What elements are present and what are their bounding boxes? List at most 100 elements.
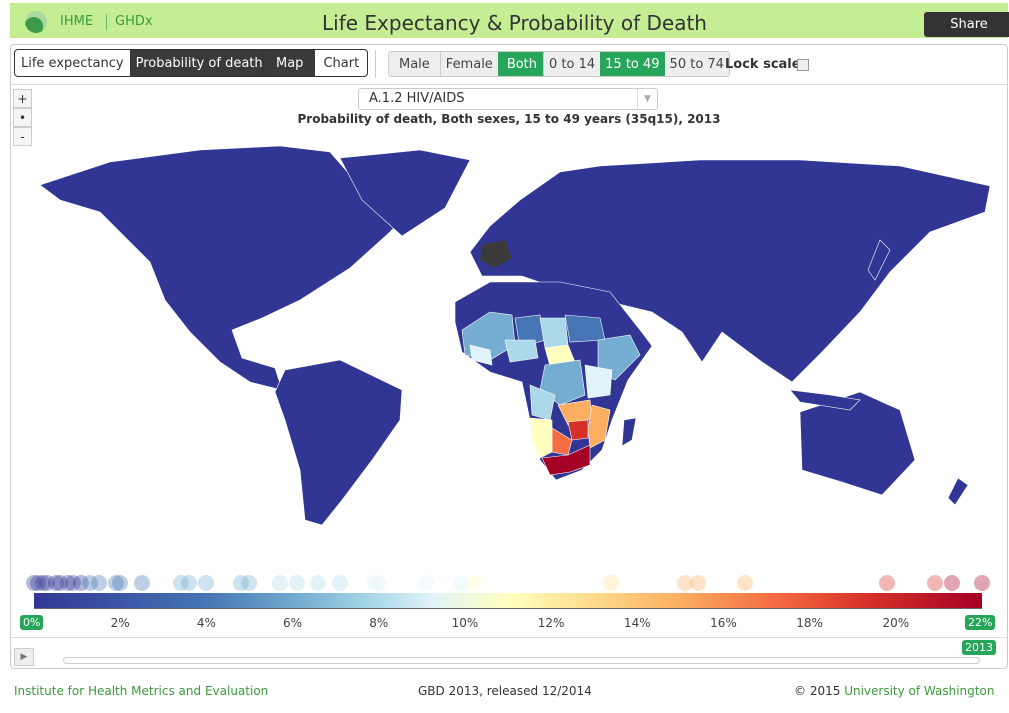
country-dot[interactable] [331, 575, 348, 591]
chevron-down-icon: ▼ [637, 89, 657, 109]
divider [375, 50, 376, 78]
country-dot[interactable] [241, 575, 258, 591]
country-dot[interactable] [926, 575, 943, 591]
lock-scale-checkbox[interactable] [797, 59, 809, 71]
max-handle[interactable]: 22% [965, 615, 996, 630]
lock-scale-label: Lock scale [725, 57, 801, 72]
tab-chart[interactable]: Chart [323, 55, 360, 71]
map-title: Probability of death, Both sexes, 15 to … [297, 112, 721, 126]
country-dot[interactable] [689, 575, 706, 591]
divider [106, 14, 107, 30]
country-dot[interactable] [60, 575, 77, 591]
country-dot[interactable] [676, 575, 693, 591]
country-dot[interactable] [879, 575, 896, 591]
page-title: Life Expectancy & Probability of Death [322, 11, 707, 35]
country-dot[interactable] [737, 575, 753, 591]
color-scale-bar [34, 593, 982, 608]
country-dot[interactable] [38, 575, 55, 591]
share-button[interactable]: Share [924, 12, 1009, 37]
main-panel [10, 44, 1008, 669]
country-dot[interactable] [310, 575, 327, 591]
country-dot[interactable] [107, 575, 124, 591]
divider [11, 84, 1007, 85]
tab-map[interactable]: Map [264, 50, 316, 76]
cause-select-value: A.1.2 HIV/AIDS [369, 91, 465, 106]
zoom-out-button[interactable]: - [13, 127, 32, 146]
country-dot[interactable] [198, 575, 215, 591]
region-australia [799, 391, 916, 496]
tab-life-expectancy[interactable]: Life expectancy [21, 55, 124, 71]
country-dot[interactable] [90, 575, 107, 591]
country-dot[interactable] [51, 575, 68, 591]
release-info: GBD 2013, released 12/2014 [418, 684, 592, 698]
age-50-74-button[interactable]: 50 to 74 [669, 56, 724, 72]
measure-toggle: Life expectancy Probability of death [14, 49, 270, 77]
region-indonesia [789, 389, 861, 411]
sex-toggle: Male Female Both [388, 51, 548, 77]
region-greenland [339, 149, 471, 237]
scale-tick-label: 12% [537, 616, 565, 630]
sex-both-button[interactable]: Both [497, 52, 547, 76]
country-dot[interactable] [73, 575, 90, 591]
country-dot[interactable] [366, 575, 383, 591]
copyright: © 2015 University of Washington [794, 684, 994, 698]
country-dot[interactable] [47, 575, 64, 591]
country-dot[interactable] [30, 575, 47, 591]
country-dot[interactable] [26, 575, 42, 591]
scale-tick-label: 20% [882, 616, 910, 630]
country-dot[interactable] [943, 575, 960, 591]
scale-axis [34, 608, 982, 609]
view-toggle: Map Chart [263, 49, 369, 77]
region-north-america [39, 145, 421, 391]
ihme-footer-link[interactable]: Institute for Health Metrics and Evaluat… [14, 684, 269, 698]
play-icon[interactable]: ▶ [14, 648, 34, 666]
scale-tick-label: 16% [710, 616, 737, 630]
ihme-link[interactable]: IHME [60, 14, 94, 29]
year-slider[interactable] [63, 657, 980, 664]
country-dot[interactable] [465, 575, 482, 591]
region-namibia [529, 417, 553, 459]
age-15-49-button[interactable]: 15 to 49 [600, 52, 665, 76]
zoom-in-button[interactable]: + [13, 89, 32, 108]
region-south-africa [541, 444, 591, 476]
scale-tick-label: 14% [623, 616, 651, 630]
scale-tick-label: 4% [196, 616, 216, 630]
min-handle[interactable]: 0% [20, 615, 44, 630]
uw-link[interactable]: University of Washington [844, 684, 995, 698]
country-dot[interactable] [232, 575, 249, 591]
ghdx-link[interactable]: GHDx [115, 14, 153, 29]
region-mozambique [587, 404, 611, 449]
country-dot[interactable] [370, 575, 387, 591]
region-south-america [274, 359, 403, 526]
divider [11, 637, 1007, 638]
header-bar: IHME GHDx Life Expectancy & Probability … [10, 3, 1009, 38]
country-dot[interactable] [64, 575, 81, 591]
country-dot[interactable] [82, 575, 99, 591]
sex-male-button[interactable]: Male [399, 56, 430, 72]
year-handle[interactable]: 2013 [962, 640, 996, 655]
country-dot[interactable] [974, 575, 990, 591]
zoom-reset-button[interactable]: • [13, 108, 32, 127]
tab-probability-of-death[interactable]: Probability of death [129, 50, 269, 76]
country-dot[interactable] [181, 575, 198, 591]
country-dot[interactable] [603, 575, 620, 591]
country-dot[interactable] [271, 575, 288, 591]
copyright-year: © 2015 [794, 684, 841, 698]
country-dot[interactable] [418, 575, 435, 591]
scale-tick-label: 2% [110, 616, 130, 630]
country-dot[interactable] [288, 575, 305, 591]
cause-select[interactable]: A.1.2 HIV/AIDS ▼ [358, 88, 658, 110]
region-france [480, 240, 512, 268]
region-madagascar [621, 417, 637, 447]
scale-tick-label: 6% [283, 616, 303, 630]
age-0-14-button[interactable]: 0 to 14 [549, 56, 596, 72]
sex-female-button[interactable]: Female [439, 52, 498, 76]
country-dot[interactable] [133, 575, 150, 591]
country-dot[interactable] [172, 575, 189, 591]
country-dot[interactable] [112, 575, 129, 591]
country-dot[interactable] [34, 575, 51, 591]
scale-tick-label: 10% [451, 616, 479, 630]
scale-tick-label: 18% [796, 616, 823, 630]
country-dot[interactable] [452, 575, 469, 591]
